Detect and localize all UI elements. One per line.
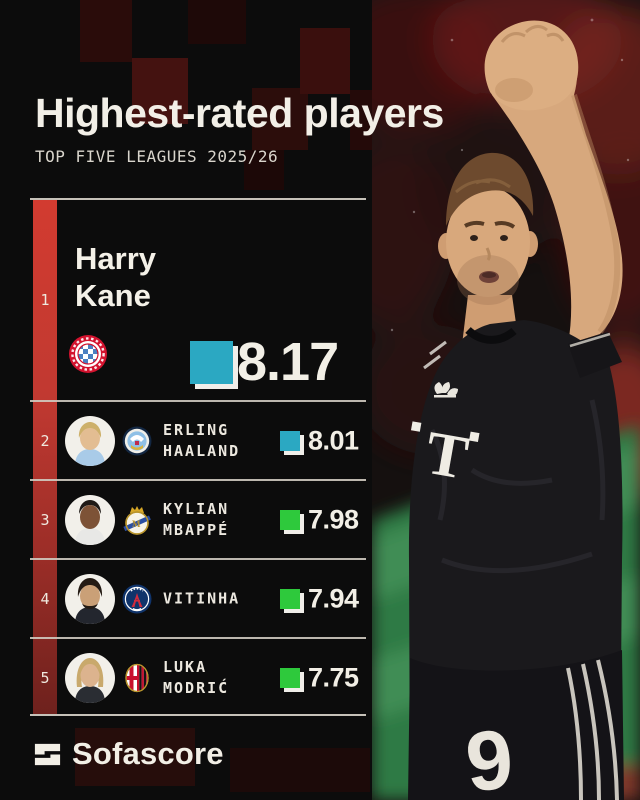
footer: Sofascore — [32, 736, 224, 772]
player-first-name: LUKA — [163, 657, 208, 676]
rating-square-icon — [280, 588, 300, 609]
rank-number: 1 — [40, 291, 50, 309]
player-first-name: ERLING — [163, 420, 230, 439]
rating-value: 7.94 — [308, 583, 359, 613]
player-head — [438, 152, 538, 345]
player-first-name: KYLIAN — [163, 499, 230, 518]
player-name: Harry Kane — [75, 240, 156, 314]
ranking-row-2: 2 — [30, 400, 366, 479]
ranking-table: 1 Harry Kane — [30, 198, 366, 716]
player-first-name: Harry — [75, 241, 156, 276]
rank-number: 2 — [40, 431, 50, 450]
adidas-logo-icon — [434, 382, 458, 398]
svg-text:M: M — [132, 519, 141, 529]
mbappe-avatar — [65, 494, 115, 545]
vitinha-avatar — [65, 573, 115, 624]
ranking-row-4: 4 — [30, 558, 366, 637]
pixel-block — [132, 58, 188, 124]
rating-value: 7.75 — [308, 662, 359, 692]
header: Highest-rated players TOP FIVE LEAGUES 2… — [35, 92, 444, 166]
adidas-stripes-icon — [566, 659, 619, 800]
bayern-munich-crest-icon — [68, 334, 108, 374]
page-subtitle: TOP FIVE LEAGUES 2025/26 — [35, 147, 279, 166]
rank-number: 3 — [40, 510, 50, 529]
pixel-block — [80, 0, 132, 62]
pixel-block — [230, 748, 370, 792]
pixel-block — [188, 0, 246, 44]
pixel-block — [244, 150, 284, 190]
rating-value: 8.17 — [237, 332, 339, 392]
haaland-avatar — [65, 415, 115, 466]
rating-value: 7.98 — [308, 504, 359, 534]
pixel-block — [350, 90, 374, 150]
real-madrid-crest-icon: M — [122, 505, 152, 535]
player-last-name: HAALAND — [163, 441, 241, 460]
pixel-block — [300, 28, 350, 94]
pixel-block — [252, 88, 308, 150]
rating-square-icon — [280, 667, 300, 688]
shorts: 9 — [408, 650, 624, 800]
player-name: VITINHA — [163, 588, 240, 609]
ranking-row-1: 1 Harry Kane — [30, 200, 366, 400]
rating-square-icon — [190, 341, 233, 384]
player-last-name: Kane — [75, 278, 151, 313]
rank-number: 5 — [40, 668, 50, 687]
player-name: ERLING HAALAND — [163, 420, 240, 462]
page-title: Highest-rated players — [35, 90, 444, 136]
ranking-row-5: 5 — [30, 637, 366, 716]
ranking-row-3: 3 M — [30, 479, 366, 558]
rank-accent-bar — [33, 200, 57, 714]
player-name: LUKA MODRIĆ — [163, 657, 229, 699]
rank-number: 4 — [40, 589, 50, 608]
rating-value: 8.01 — [308, 425, 359, 455]
player-last-name: MODRIĆ — [163, 678, 230, 697]
psg-crest-icon — [122, 584, 152, 614]
raised-fist-icon — [484, 20, 579, 111]
ac-milan-crest-icon — [122, 663, 152, 693]
rating-square-icon — [280, 509, 300, 530]
jersey-number: 9 — [462, 711, 517, 800]
player-name: KYLIAN MBAPPÉ — [163, 499, 229, 541]
player-photo: T 9 — [372, 0, 640, 800]
player-last-name: MBAPPÉ — [163, 520, 230, 539]
sofascore-logo-icon — [32, 739, 63, 770]
modric-avatar — [65, 652, 115, 703]
pixel-block — [75, 728, 195, 786]
player-first-name: VITINHA — [163, 589, 241, 607]
rating-square-icon — [280, 430, 300, 451]
manchester-city-crest-icon — [122, 426, 152, 456]
sofascore-wordmark: Sofascore — [72, 736, 224, 771]
